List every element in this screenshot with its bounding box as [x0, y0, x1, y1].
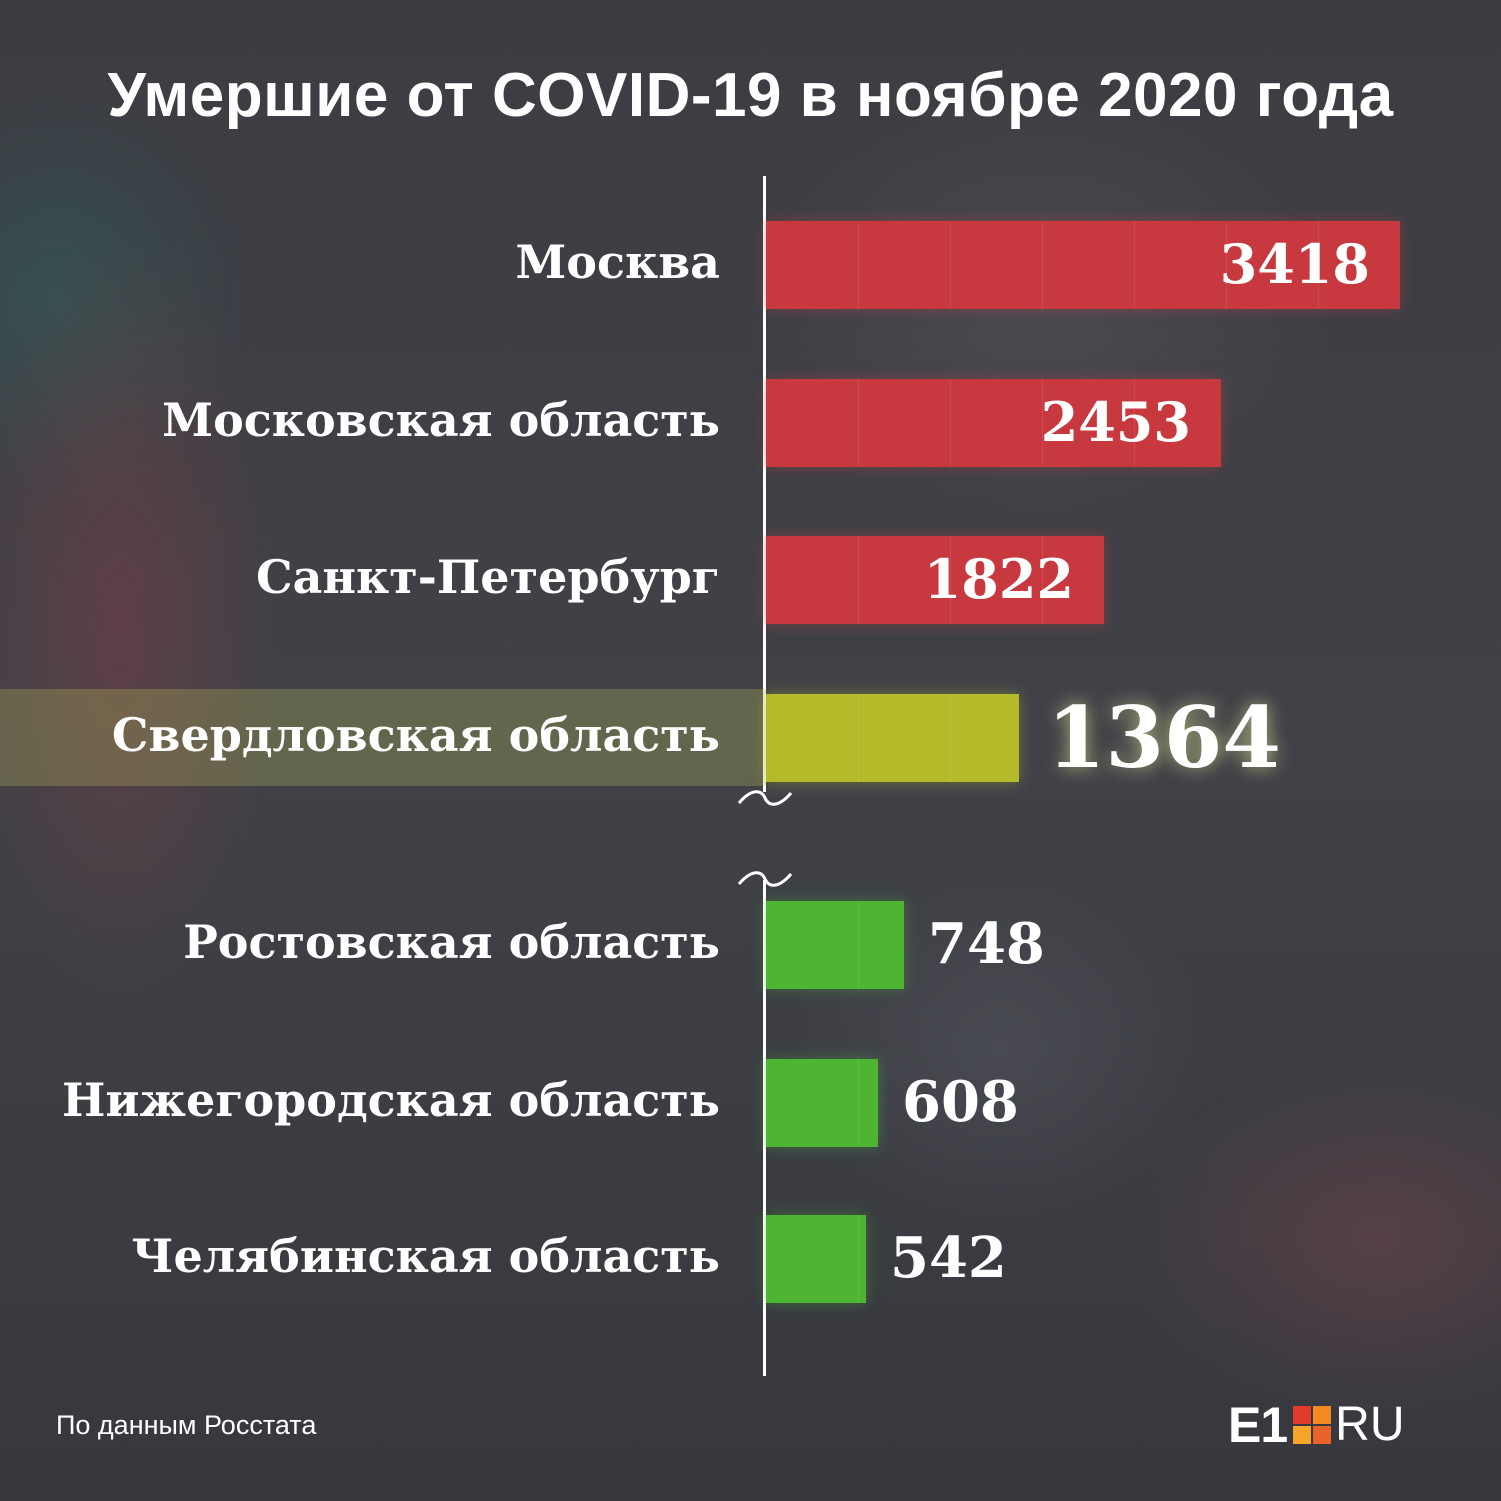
bar-row-2: [766, 379, 1221, 467]
source-note: По данным Росстата: [56, 1410, 317, 1440]
axis-line-top: [763, 176, 766, 792]
logo-e1-text: E1: [1228, 1397, 1288, 1453]
value-label-row-1: 3418: [1219, 232, 1370, 296]
chart-title: Умершие от COVID-19 в ноябре 2020 года: [107, 61, 1394, 130]
bar-row-3: [766, 536, 1104, 624]
axis-break-bottom-icon: [737, 871, 793, 887]
category-label-row-6: Нижегородская область: [61, 1073, 720, 1127]
e1-logo: E1 RU: [1228, 1397, 1405, 1453]
value-label-row-2: 2453: [1040, 390, 1191, 454]
category-label-row-1: Москва: [515, 235, 720, 289]
bar-row-4: [766, 694, 1019, 782]
highlight-band: [0, 689, 766, 786]
axis-line-bottom: [763, 880, 766, 1376]
bar-row-7: [766, 1215, 866, 1303]
logo-ru-text: RU: [1335, 1398, 1405, 1451]
category-label-row-5: Ростовская область: [183, 915, 720, 969]
axis-break-top-icon: [737, 790, 793, 806]
category-label-row-7: Челябинская область: [131, 1229, 720, 1283]
category-label-row-4: Свердловская область: [111, 708, 720, 762]
value-label-row-4: 1364: [1047, 688, 1281, 787]
value-label-row-3: 1822: [923, 547, 1074, 611]
bar-row-5: [766, 901, 904, 989]
logo-square-icon: [1293, 1406, 1332, 1444]
bar-row-6: [766, 1059, 878, 1147]
value-label-row-5: 748: [928, 911, 1045, 977]
bar-row-1: [766, 221, 1400, 309]
category-label-row-2: Московская область: [162, 393, 720, 447]
value-label-row-6: 608: [902, 1069, 1019, 1135]
value-label-row-7: 542: [890, 1225, 1007, 1291]
category-label-row-3: Санкт-Петербург: [255, 550, 720, 604]
